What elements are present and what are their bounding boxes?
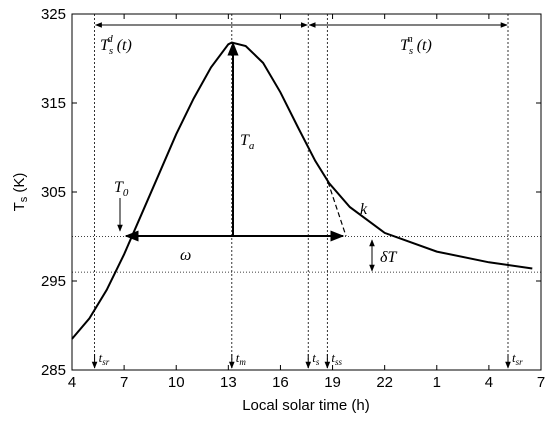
y-axis-label: Ts (K) <box>11 173 30 212</box>
x-tick-label: 1 <box>433 374 441 391</box>
marker-label-sub: sr <box>102 357 110 367</box>
marker-label-sub: s <box>316 357 320 367</box>
x-tick-label: 7 <box>537 374 545 391</box>
marker-label-base: t <box>312 350 316 365</box>
x-tick-label: 13 <box>220 374 237 391</box>
marker-label-base: t <box>99 350 103 365</box>
day-label: Tsd (t) <box>100 33 132 57</box>
initial-label: T0 <box>114 179 129 199</box>
y-tick-label: 295 <box>41 273 66 290</box>
amplitude-label: Ta <box>240 132 255 152</box>
marker-label-base: t <box>236 350 240 365</box>
night-label: Tsn (t) <box>400 33 432 57</box>
plot-frame <box>71 13 542 371</box>
y-tick-label: 305 <box>41 184 66 201</box>
tangent-line <box>327 181 347 237</box>
marker-label: tsr <box>99 350 110 367</box>
marker-label: tss <box>331 350 342 367</box>
width-label: ω <box>180 247 191 264</box>
x-tick-label: 4 <box>485 374 493 391</box>
y-tick-label: 325 <box>41 6 66 23</box>
x-tick-label: 4 <box>68 374 76 391</box>
marker-label: ts <box>312 350 320 367</box>
marker-label-sub: ss <box>335 357 343 367</box>
marker-label-base: t <box>512 350 516 365</box>
marker-label: tsr <box>512 350 523 367</box>
offset-label: δT <box>380 249 397 266</box>
x-tick-label: 7 <box>120 374 128 391</box>
marker-label-sub: m <box>239 357 246 367</box>
x-tick-label: 22 <box>376 374 393 391</box>
marker-label-base: t <box>331 350 335 365</box>
y-tick-label: 285 <box>41 362 66 379</box>
x-tick-label: 10 <box>168 374 185 391</box>
marker-label-sub: sr <box>516 357 524 367</box>
x-tick-label: 19 <box>324 374 341 391</box>
decay-label: k <box>360 201 368 218</box>
marker-label: tm <box>236 350 247 367</box>
temperature-curve <box>71 41 533 340</box>
y-tick-label: 315 <box>41 95 66 112</box>
x-axis-label: Local solar time (h) <box>242 397 370 414</box>
x-tick-label: 16 <box>272 374 289 391</box>
